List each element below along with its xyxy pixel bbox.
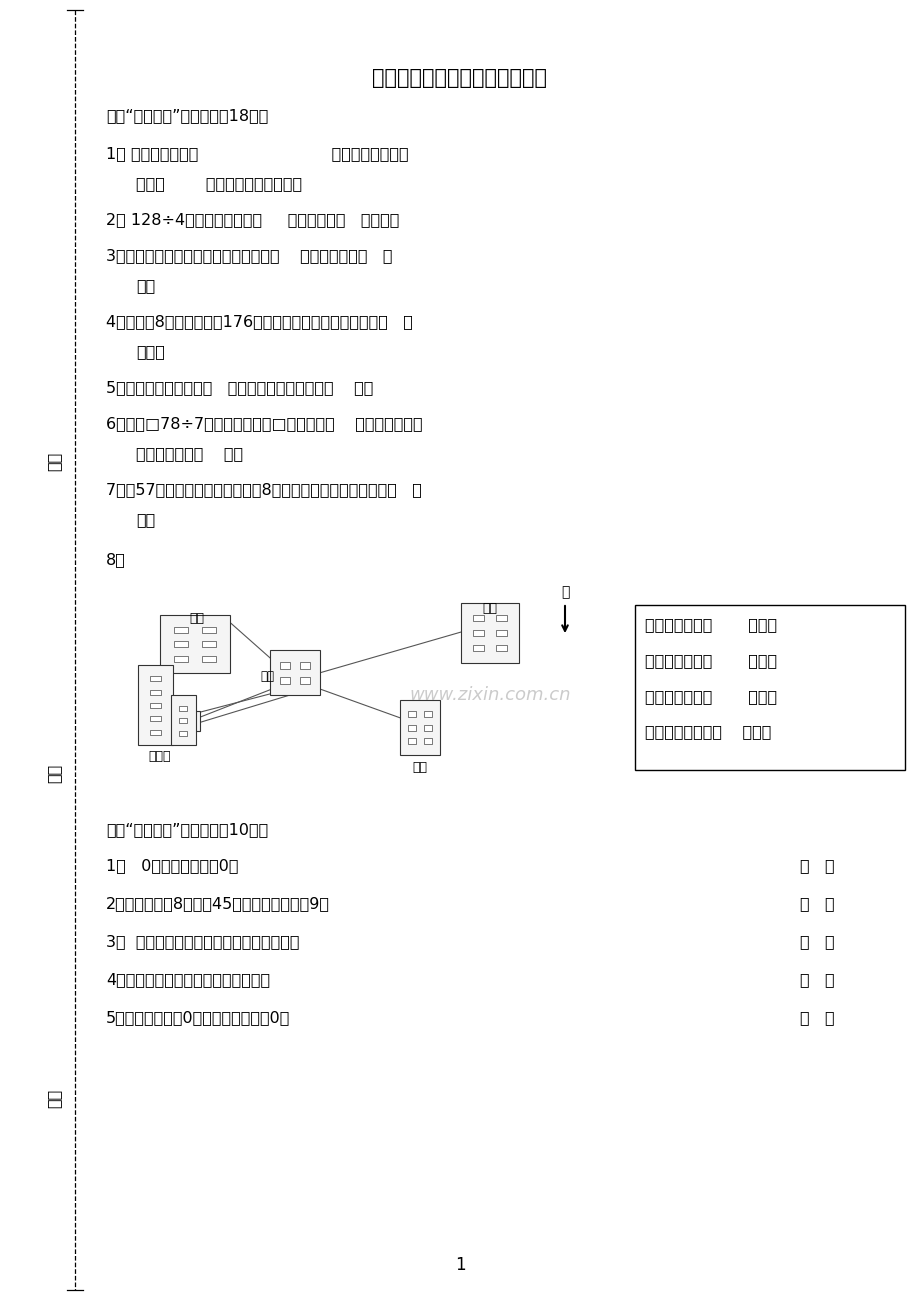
- Text: 碧海园在学校的（    ）面。: 碧海园在学校的（ ）面。: [644, 724, 770, 740]
- Bar: [424, 711, 432, 716]
- Bar: [472, 615, 483, 621]
- Text: 方。: 方。: [136, 278, 155, 292]
- Text: 三年级数学下期第一次月考试卷: 三年级数学下期第一次月考试卷: [372, 68, 547, 88]
- Bar: [495, 630, 506, 636]
- Text: 班级: 班级: [46, 1089, 61, 1108]
- Bar: [150, 716, 161, 722]
- Bar: [171, 696, 196, 745]
- Bar: [424, 738, 432, 744]
- Bar: [400, 699, 439, 755]
- Text: 一、“对号入座”我会填。（18分）: 一、“对号入座”我会填。（18分）: [106, 108, 267, 124]
- Bar: [407, 724, 415, 731]
- Text: 以用（        ）帮助我们辨别方向。: 以用（ ）帮助我们辨别方向。: [136, 176, 301, 191]
- Bar: [179, 731, 187, 736]
- Bar: [634, 604, 904, 770]
- Text: 北: 北: [561, 585, 569, 599]
- Bar: [168, 718, 176, 724]
- Text: 姓名: 姓名: [46, 764, 61, 783]
- Bar: [160, 711, 199, 731]
- Bar: [300, 677, 310, 684]
- Bar: [184, 718, 192, 724]
- Bar: [150, 690, 161, 694]
- Text: 5、与西相反的方向是（   ），与南相反的方向是（    ）。: 5、与西相反的方向是（ ），与南相反的方向是（ ）。: [106, 380, 373, 395]
- Text: 6、要使□78÷7的商是两位数，□中最大填（    ），如果商是三: 6、要使□78÷7的商是两位数，□中最大填（ ），如果商是三: [106, 416, 422, 432]
- Bar: [138, 666, 173, 745]
- Text: 8、: 8、: [106, 552, 126, 567]
- Bar: [150, 676, 161, 681]
- Bar: [279, 677, 289, 684]
- Bar: [424, 724, 432, 731]
- Bar: [150, 703, 161, 709]
- Bar: [495, 645, 506, 651]
- Bar: [179, 718, 187, 723]
- Text: 4、我下午放学面对太阳，后面是西。: 4、我下午放学面对太阳，后面是西。: [106, 972, 269, 987]
- Text: www.zixin.com.cn: www.zixin.com.cn: [409, 686, 570, 705]
- Text: 超市: 超市: [482, 602, 497, 615]
- Bar: [460, 603, 518, 663]
- Text: 邮局: 邮局: [189, 612, 204, 625]
- Text: （   ）: （ ）: [800, 896, 834, 911]
- Text: 二、“明辨是非”我会判。（10分）: 二、“明辨是非”我会判。（10分）: [106, 822, 267, 837]
- Text: 1、 地图通常是按（                          ）绘制的，我们可: 1、 地图通常是按（ ）绘制的，我们可: [106, 146, 408, 161]
- Bar: [407, 711, 415, 716]
- Bar: [495, 615, 506, 621]
- Text: 2、一个数除以8，商是45，那么余数可能是9。: 2、一个数除以8，商是45，那么余数可能是9。: [106, 896, 329, 911]
- Bar: [202, 641, 216, 647]
- Bar: [174, 641, 187, 647]
- Text: 碧海园: 碧海园: [149, 750, 171, 763]
- Bar: [160, 615, 230, 673]
- Text: 3、小丽晚上面对北极星，她背对的是（    ）方，右面是（   ）: 3、小丽晚上面对北极星，她背对的是（ ）方，右面是（ ）: [106, 248, 391, 263]
- Text: （   ）: （ ）: [800, 972, 834, 987]
- Text: 考号: 考号: [46, 452, 61, 471]
- Text: 4、一本书8元，一部电话176元，买一部电话机的钱可以买（   ）: 4、一本书8元，一部电话176元，买一部电话机的钱可以买（ ）: [106, 315, 413, 329]
- Text: 位数，最小填（    ）。: 位数，最小填（ ）。: [136, 446, 243, 462]
- Bar: [472, 645, 483, 651]
- Bar: [202, 655, 216, 662]
- Text: 超市在学校的（       ）面；: 超市在学校的（ ）面；: [644, 653, 777, 668]
- Text: 邮局在学校的（       ）面；: 邮局在学校的（ ）面；: [644, 618, 777, 632]
- Text: 本书。: 本书。: [136, 344, 165, 359]
- Text: 书店在学校的（       ）面；: 书店在学校的（ ）面；: [644, 689, 777, 703]
- Text: 1、   0除以任何数都得0。: 1、 0除以任何数都得0。: [106, 858, 238, 874]
- Text: 5、被除数中间有0，商中间也一定有0。: 5、被除数中间有0，商中间也一定有0。: [106, 1010, 289, 1024]
- Bar: [179, 706, 187, 711]
- Text: 3、  三位数除以一位数的商最多是三位数。: 3、 三位数除以一位数的商最多是三位数。: [106, 933, 299, 949]
- Text: 个。: 个。: [136, 512, 155, 527]
- Text: （   ）: （ ）: [800, 858, 834, 874]
- Text: （   ）: （ ）: [800, 1010, 834, 1024]
- Text: 学校: 学校: [260, 671, 274, 684]
- Bar: [300, 662, 310, 670]
- Bar: [279, 662, 289, 670]
- Text: 2、 128÷4的商的最高位是（     ）位，商是（   ）位数。: 2、 128÷4的商的最高位是（ ）位，商是（ ）位数。: [106, 212, 399, 227]
- Bar: [202, 627, 216, 633]
- Bar: [174, 655, 187, 662]
- Bar: [150, 729, 161, 734]
- Bar: [269, 650, 320, 696]
- Bar: [407, 738, 415, 744]
- Text: 书店: 书店: [412, 760, 427, 774]
- Bar: [472, 630, 483, 636]
- Bar: [174, 627, 187, 633]
- Text: 1: 1: [454, 1256, 465, 1274]
- Text: （   ）: （ ）: [800, 933, 834, 949]
- Text: 7、有57个羽毛球，把它平均分给8个同学，每个同学大约分到（   ）: 7、有57个羽毛球，把它平均分给8个同学，每个同学大约分到（ ）: [106, 482, 421, 497]
